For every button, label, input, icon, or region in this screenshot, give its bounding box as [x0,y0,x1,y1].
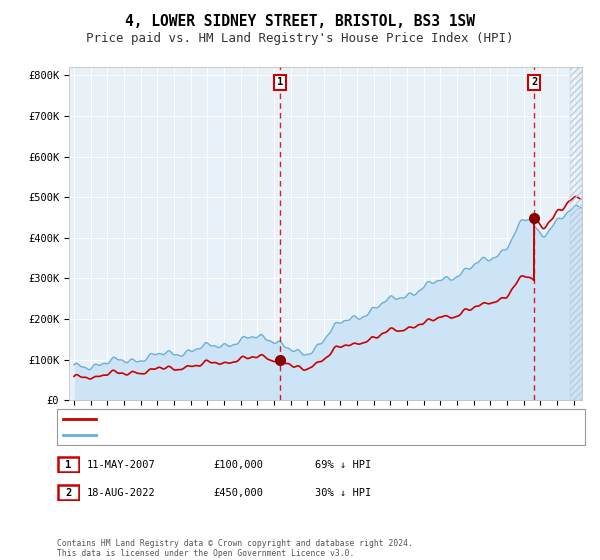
Text: 2: 2 [531,77,538,87]
Text: £100,000: £100,000 [213,460,263,470]
Text: 30% ↓ HPI: 30% ↓ HPI [315,488,371,498]
Text: 69% ↓ HPI: 69% ↓ HPI [315,460,371,470]
Text: £450,000: £450,000 [213,488,263,498]
FancyBboxPatch shape [58,457,79,472]
FancyBboxPatch shape [58,485,79,501]
Text: 1: 1 [65,460,71,470]
Text: 11-MAY-2007: 11-MAY-2007 [87,460,156,470]
Text: 2: 2 [65,488,71,498]
Text: HPI: Average price, detached house, City of Bristol: HPI: Average price, detached house, City… [101,431,394,440]
Text: 4, LOWER SIDNEY STREET, BRISTOL, BS3 1SW: 4, LOWER SIDNEY STREET, BRISTOL, BS3 1SW [125,14,475,29]
Text: Contains HM Land Registry data © Crown copyright and database right 2024.
This d: Contains HM Land Registry data © Crown c… [57,539,413,558]
Text: Price paid vs. HM Land Registry's House Price Index (HPI): Price paid vs. HM Land Registry's House … [86,32,514,45]
Text: 4, LOWER SIDNEY STREET, BRISTOL, BS3 1SW (detached house): 4, LOWER SIDNEY STREET, BRISTOL, BS3 1SW… [101,414,428,423]
Text: 1: 1 [277,77,283,87]
Text: 18-AUG-2022: 18-AUG-2022 [87,488,156,498]
